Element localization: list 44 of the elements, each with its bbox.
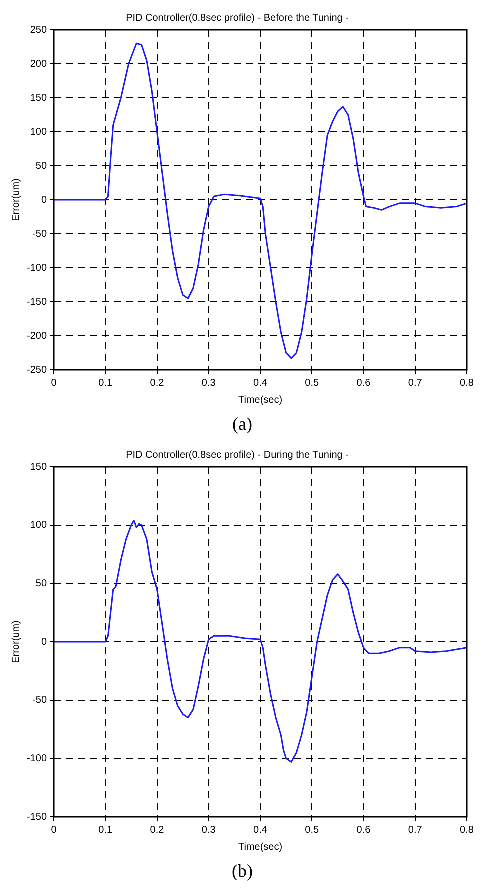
x-tick-label: 0.1: [98, 378, 114, 389]
x-tick-label: 0.5: [305, 378, 320, 389]
x-tick-label: 0.7: [408, 378, 423, 389]
x-tick-label: 0.1: [98, 824, 114, 836]
y-tick-label: -50: [32, 228, 48, 240]
chart-title: PID Controller(0.8sec profile) - During the Tuning -: [126, 450, 349, 461]
y-tick-label: -250: [27, 364, 48, 376]
y-tick-label: 150: [30, 92, 48, 104]
x-tick-label: 0.5: [305, 824, 320, 836]
x-tick-label: 0.7: [408, 824, 423, 836]
x-tick-label: 0: [51, 824, 58, 836]
x-tick-label: 0.3: [202, 824, 216, 836]
y-tick-label: -100: [27, 753, 48, 764]
text: (b): [231, 861, 254, 882]
x-tick-label: 0.2: [150, 824, 165, 836]
y-tick-label: 200: [30, 58, 48, 70]
x-tick-label: 0.2: [150, 378, 165, 389]
y-tick-label: -200: [27, 330, 48, 342]
y-tick-label: 250: [30, 24, 48, 36]
y-axis-title: Error(um): [10, 620, 22, 664]
x-axis-title: Time(sec): [238, 394, 283, 406]
x-tick-label: 0.3: [202, 378, 216, 389]
y-tick-label: 100: [30, 520, 48, 532]
x-axis-title: Time(sec): [238, 842, 283, 853]
x-tick-label: 0.8: [460, 378, 474, 389]
y-tick-label: 50: [36, 578, 48, 590]
x-tick-label: 0: [51, 378, 58, 389]
y-tick-label: -150: [27, 812, 48, 823]
x-tick-label: 0.6: [356, 378, 372, 389]
y-tick-label: 0: [41, 194, 48, 206]
y-tick-label: 0: [41, 636, 48, 648]
y-tick-label: -100: [27, 262, 48, 274]
x-tick-label: 0.8: [460, 824, 474, 836]
y-tick-label: -150: [27, 296, 48, 308]
text: (a): [232, 414, 254, 435]
x-tick-label: 0.4: [254, 378, 268, 389]
y-tick-label: 50: [36, 160, 48, 172]
y-tick-label: 100: [30, 126, 48, 138]
chart-title: PID Controller(0.8sec profile) - Before the Tuning -: [126, 12, 349, 24]
x-tick-label: 0.4: [254, 824, 268, 836]
x-tick-label: 0.6: [356, 824, 372, 836]
y-axis-title: Error(um): [10, 178, 22, 222]
y-tick-label: 150: [30, 462, 48, 473]
y-tick-label: -50: [32, 695, 48, 706]
